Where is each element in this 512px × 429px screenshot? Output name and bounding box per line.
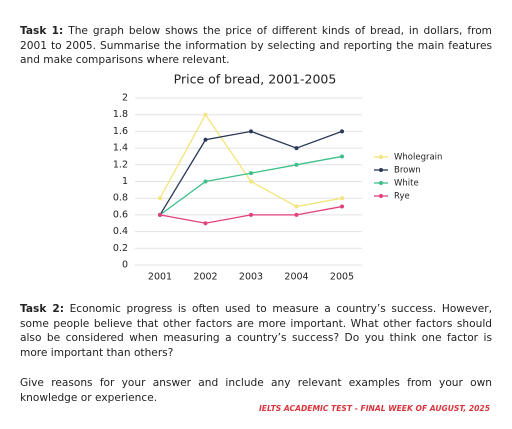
point xyxy=(203,179,208,184)
point xyxy=(203,137,208,142)
point xyxy=(340,154,344,159)
point xyxy=(340,196,344,201)
task-text: The graph below shows the price of diffe… xyxy=(20,25,493,67)
point xyxy=(249,129,253,134)
y-tick-label: 1 xyxy=(122,176,128,187)
y-tick-label: 1.8 xyxy=(113,109,128,120)
legend-dot xyxy=(379,155,383,159)
y-tick-label: 0.8 xyxy=(113,193,128,204)
point xyxy=(294,146,299,151)
x-tick-label: 2002 xyxy=(193,272,217,283)
x-tick-label: 2005 xyxy=(330,272,354,283)
y-tick-label: 0 xyxy=(122,260,128,271)
point xyxy=(294,212,299,217)
point xyxy=(249,179,253,184)
task-text: Economic progress is often used to measu… xyxy=(20,303,492,359)
task2: Task 2: Economic progress is often used … xyxy=(20,302,492,360)
point xyxy=(249,212,253,217)
point xyxy=(340,129,344,134)
x-tick-label: 2001 xyxy=(148,272,172,283)
legend-dot xyxy=(379,194,383,198)
task-label: Task 2: xyxy=(20,303,64,315)
point xyxy=(203,221,208,226)
point xyxy=(203,112,208,117)
legend-dot xyxy=(379,181,383,185)
task2-extra: Give reasons for your answer and include… xyxy=(20,377,492,404)
point xyxy=(249,171,253,176)
series-line xyxy=(159,113,343,208)
x-tick-label: 2003 xyxy=(239,272,263,283)
point xyxy=(158,196,162,201)
y-tick-label: 2 xyxy=(122,93,128,104)
legend-label: Wholegrain xyxy=(394,153,442,163)
chart-title: Price of bread, 2001-2005 xyxy=(174,72,337,87)
legend-label: Rye xyxy=(394,192,410,202)
y-tick-label: 0.2 xyxy=(113,243,128,254)
task1: Task 1: The graph below shows the price … xyxy=(20,24,492,68)
y-tick-label: 0.6 xyxy=(113,209,128,220)
y-tick-label: 1.4 xyxy=(113,143,128,154)
y-tick-label: 1.2 xyxy=(113,159,128,170)
footer: IELTS ACADEMIC TEST - FINAL WEEK OF AUGU… xyxy=(258,404,490,413)
point xyxy=(340,204,344,209)
legend-label: White xyxy=(394,179,419,189)
task-label: Task 1: xyxy=(20,25,64,37)
x-tick-label: 2004 xyxy=(284,272,308,283)
y-tick-label: 1.6 xyxy=(113,126,128,137)
y-tick-label: 0.4 xyxy=(113,226,128,237)
legend-label: Brown xyxy=(394,166,421,176)
legend-dot xyxy=(379,168,383,172)
point xyxy=(294,204,299,209)
point xyxy=(294,162,299,167)
point xyxy=(158,212,162,217)
